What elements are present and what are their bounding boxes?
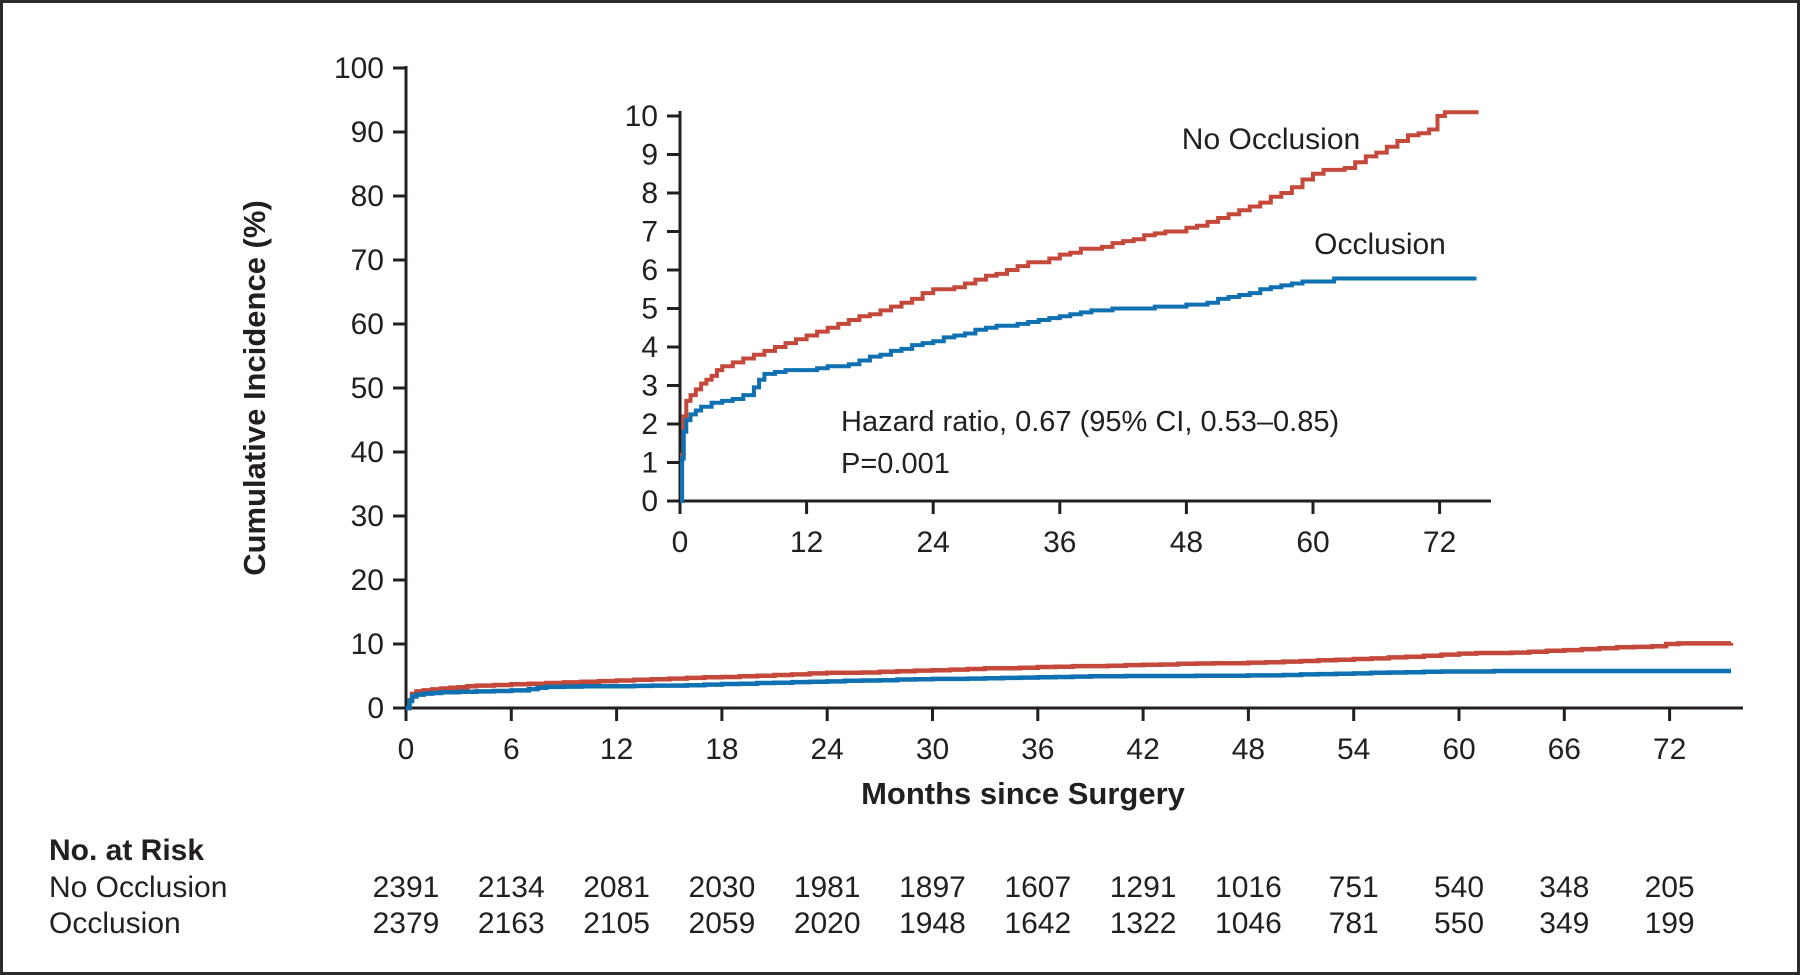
hazard-ratio-annotation: Hazard ratio, 0.67 (95% CI, 0.53–0.85) — [841, 406, 1339, 438]
risk-value: 2379 — [372, 907, 440, 940]
main-y-tick-label: 0 — [367, 692, 384, 725]
main-y-tick-label: 80 — [351, 180, 384, 213]
risk-value: 199 — [1644, 907, 1695, 940]
inset-x-tick-label: 72 — [1423, 526, 1456, 559]
risk-value: 2059 — [688, 907, 756, 940]
main-y-axis-title: Cumulative Incidence (%) — [237, 200, 272, 576]
risk-value: 1607 — [1004, 871, 1072, 904]
risk-value: 2030 — [688, 871, 756, 904]
risk-value: 540 — [1433, 871, 1485, 904]
inset-y-tick-label: 1 — [641, 447, 658, 480]
inset-x-tick-label: 60 — [1296, 526, 1329, 559]
risk-value: 781 — [1328, 907, 1379, 940]
inset-x-tick-label: 48 — [1170, 526, 1203, 559]
main-x-tick-label: 36 — [1021, 733, 1054, 766]
main-x-tick-label: 60 — [1442, 733, 1475, 766]
main-x-tick-label: 72 — [1653, 733, 1686, 766]
risk-value: 1981 — [793, 871, 861, 904]
main-x-tick-label: 12 — [600, 733, 633, 766]
risk-value: 2081 — [583, 871, 650, 904]
risk-row-occlusion: Occlusion 2379 2163 2105 2059 2020 1948 1642 13… — [3, 907, 1797, 943]
inset-y-tick-label: 3 — [641, 370, 658, 403]
main-y-tick-label: 60 — [351, 308, 384, 341]
occlusion-curve-inset — [680, 276, 1477, 503]
risk-row-no-occlusion: No Occlusion 2391 2134 2081 2030 1981 1897 160… — [3, 871, 1797, 907]
inset-y-tick-label: 8 — [641, 177, 658, 210]
inset-y-tick-label: 4 — [641, 331, 658, 364]
main-x-tick-label: 6 — [503, 733, 520, 766]
main-x-tick-label: 48 — [1232, 733, 1265, 766]
main-x-tick-label: 30 — [916, 733, 949, 766]
main-y-tick-label: 30 — [351, 500, 384, 533]
occlusion-series-label: Occlusion — [1314, 228, 1446, 261]
main-x-tick-label: 0 — [398, 733, 415, 766]
risk-value: 2105 — [583, 907, 650, 940]
p-value-annotation: P=0.001 — [841, 448, 950, 480]
risk-table-title: No. at Risk — [49, 834, 205, 867]
risk-value: 1642 — [1004, 907, 1072, 940]
risk-value: 1322 — [1109, 907, 1177, 940]
inset-x-tick-label: 24 — [917, 526, 950, 559]
inset-y-tick-label: 2 — [641, 408, 658, 441]
risk-value: 751 — [1328, 871, 1379, 904]
inset-y-tick-label: 10 — [625, 100, 658, 133]
risk-value: 2134 — [477, 871, 545, 904]
risk-value: 1897 — [899, 871, 966, 904]
main-y-tick-label: 100 — [334, 52, 384, 85]
risk-value: 1016 — [1215, 871, 1282, 904]
risk-value: 550 — [1433, 907, 1485, 940]
main-x-tick-label: 24 — [811, 733, 844, 766]
inset-y-tick-label: 7 — [641, 216, 658, 249]
risk-value: 349 — [1539, 907, 1590, 940]
main-y-tick-label: 40 — [351, 436, 384, 469]
main-y-tick-label: 10 — [351, 628, 384, 661]
inset-x-tick-label: 36 — [1043, 526, 1076, 559]
main-y-tick-label: 50 — [351, 372, 384, 405]
main-x-tick-label: 42 — [1126, 733, 1159, 766]
risk-value: 348 — [1539, 871, 1590, 904]
risk-value: 1291 — [1109, 871, 1177, 904]
inset-y-tick-label: 5 — [641, 293, 658, 326]
no-occlusion-curve-main — [406, 641, 1734, 711]
inset-y-tick-label: 6 — [641, 254, 658, 287]
risk-row-label: No Occlusion — [49, 871, 228, 904]
main-y-tick-label: 90 — [351, 116, 384, 149]
risk-value: 1046 — [1215, 907, 1282, 940]
main-y-tick-label: 70 — [351, 244, 384, 277]
main-x-tick-label: 54 — [1337, 733, 1370, 766]
inset-y-tick-label: 9 — [641, 139, 658, 172]
risk-value: 205 — [1644, 871, 1695, 904]
inset-x-tick-label: 12 — [790, 526, 823, 559]
risk-value: 2020 — [793, 907, 861, 940]
risk-value: 2391 — [372, 871, 440, 904]
main-y-tick-label: 20 — [351, 564, 384, 597]
no-occlusion-series-label: No Occlusion — [1182, 123, 1360, 156]
main-x-tick-label: 18 — [705, 733, 738, 766]
inset-y-tick-label: 0 — [641, 485, 658, 518]
risk-value: 1948 — [899, 907, 966, 940]
inset-x-tick-label: 0 — [672, 526, 689, 559]
no-occlusion-curve-inset — [680, 110, 1479, 503]
occlusion-curve-main — [406, 668, 1731, 711]
main-x-axis-title: Months since Surgery — [861, 776, 1186, 811]
main-x-tick-label: 66 — [1548, 733, 1581, 766]
risk-value: 2163 — [477, 907, 545, 940]
risk-row-label: Occlusion — [49, 907, 181, 940]
